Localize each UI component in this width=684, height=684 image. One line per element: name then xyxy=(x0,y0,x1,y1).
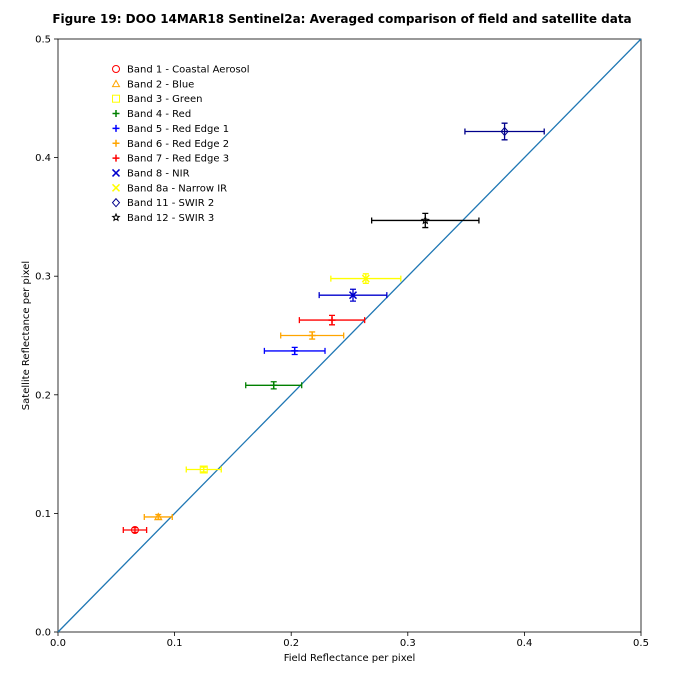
data-point xyxy=(245,381,303,390)
legend-item: Band 5 - Red Edge 1 xyxy=(112,124,229,135)
data-point xyxy=(280,331,345,340)
legend-item: Band 11 - SWIR 2 xyxy=(111,197,214,209)
x-tick-label: 0.1 xyxy=(167,638,183,649)
data-point xyxy=(371,212,480,229)
marker-square xyxy=(199,465,208,474)
data-point xyxy=(298,314,366,326)
legend-item: Band 8 - NIR xyxy=(111,168,190,179)
legend-label: Band 2 - Blue xyxy=(127,79,194,90)
legend-label: Band 8a - Narrow IR xyxy=(127,183,227,194)
reference-line xyxy=(57,38,642,633)
data-point xyxy=(143,512,173,521)
legend-item: Band 7 - Red Edge 3 xyxy=(112,154,229,165)
marker-star xyxy=(111,212,121,222)
series-group xyxy=(122,122,545,535)
legend-item: Band 6 - Red Edge 2 xyxy=(112,139,229,150)
y-tick-label: 0.1 xyxy=(35,509,51,520)
y-tick-label: 0.2 xyxy=(35,390,51,401)
marker-plus xyxy=(328,316,336,324)
marker-circle xyxy=(130,526,139,535)
marker-diamond xyxy=(111,197,121,208)
legend-item: Band 1 - Coastal Aerosol xyxy=(112,65,250,76)
y-error-bar xyxy=(200,466,207,473)
y-tick-label: 0.0 xyxy=(35,628,51,639)
legend-label: Band 4 - Red xyxy=(127,109,191,120)
legend-label: Band 6 - Red Edge 2 xyxy=(127,139,229,150)
marker-plus xyxy=(270,381,278,389)
y-tick-label: 0.5 xyxy=(35,35,51,46)
x-tick-label: 0.2 xyxy=(283,638,299,649)
x-tick-label: 0.0 xyxy=(50,638,66,649)
y-axis-label: Satellite Reflectance per pixel xyxy=(21,261,32,410)
marker-plus xyxy=(112,139,120,147)
marker-diamond xyxy=(500,126,509,137)
legend-item: Band 12 - SWIR 3 xyxy=(111,212,214,224)
y-tick-label: 0.3 xyxy=(35,272,51,283)
legend-label: Band 12 - SWIR 3 xyxy=(127,213,214,224)
legend-item: Band 3 - Green xyxy=(112,94,202,105)
x-tick-label: 0.3 xyxy=(400,638,416,649)
marker-x xyxy=(111,183,121,192)
chart-title: Figure 19: DOO 14MAR18 Sentinel2a: Avera… xyxy=(52,12,632,26)
marker-triangle xyxy=(153,512,163,521)
legend-label: Band 8 - NIR xyxy=(127,168,190,179)
marker-x xyxy=(361,274,370,283)
legend-label: Band 3 - Green xyxy=(127,94,202,105)
legend-label: Band 7 - Red Edge 3 xyxy=(127,154,229,165)
marker-x xyxy=(348,291,358,300)
marker-x xyxy=(111,168,121,177)
x-axis-label: Field Reflectance per pixel xyxy=(284,653,416,664)
marker-square xyxy=(112,94,120,103)
legend-label: Band 11 - SWIR 2 xyxy=(127,198,214,209)
marker-triangle xyxy=(111,79,121,88)
y-tick-label: 0.4 xyxy=(35,153,51,164)
marker-circle xyxy=(112,65,120,73)
data-point xyxy=(464,122,545,141)
y-error-bar xyxy=(131,526,138,534)
marker-plus xyxy=(308,332,316,339)
data-point xyxy=(263,346,326,356)
axes-frame xyxy=(57,38,642,633)
marker-star xyxy=(420,215,430,225)
x-tick-label: 0.5 xyxy=(633,638,649,649)
marker-plus xyxy=(112,154,120,162)
legend-label: Band 1 - Coastal Aerosol xyxy=(127,65,250,76)
data-point xyxy=(122,526,148,535)
legend: Band 1 - Coastal Aerosol Band 2 - Blue Ban… xyxy=(111,65,250,224)
data-point xyxy=(185,465,222,474)
legend-label: Band 5 - Red Edge 1 xyxy=(127,124,229,135)
marker-plus xyxy=(291,347,299,355)
legend-item: Band 2 - Blue xyxy=(111,79,194,90)
marker-plus xyxy=(112,110,120,118)
x-tick-label: 0.4 xyxy=(516,638,532,649)
legend-item: Band 8a - Narrow IR xyxy=(111,183,227,194)
data-point xyxy=(318,288,388,302)
data-point xyxy=(330,273,402,284)
y-error-bar xyxy=(501,122,508,141)
legend-item: Band 4 - Red xyxy=(112,109,191,120)
marker-plus xyxy=(112,124,120,132)
tick-group: 0.0 0.1 0.2 0.3 0.4 0.5 0.0 0.1 0.2 0.3 0.4 0.5 xyxy=(35,35,649,650)
